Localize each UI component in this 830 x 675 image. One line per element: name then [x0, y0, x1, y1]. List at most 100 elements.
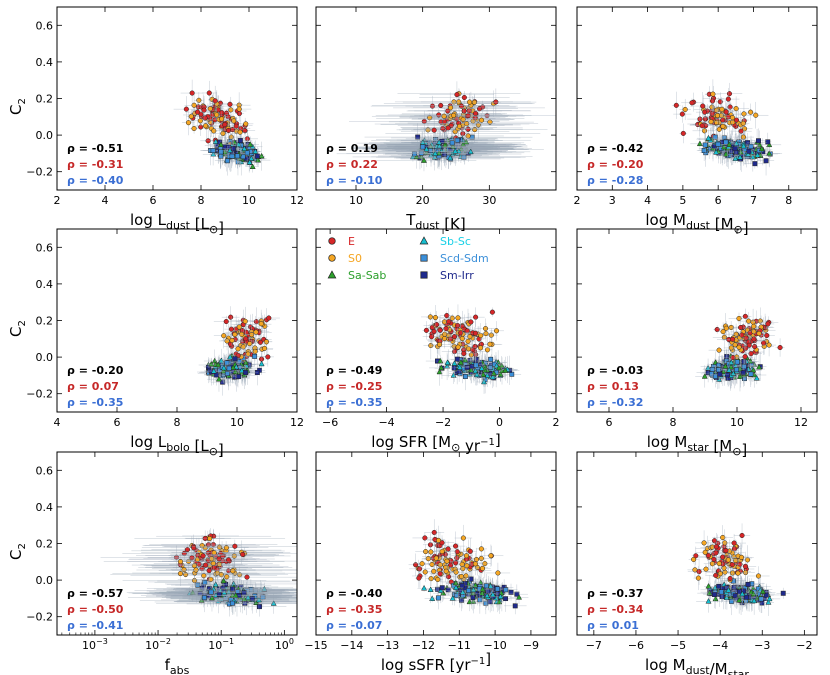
- x-tick-label: 6: [150, 194, 157, 207]
- rho-label: ρ = -0.49: [326, 364, 382, 377]
- data-point: [702, 116, 708, 122]
- data-point: [701, 373, 708, 379]
- data-point: [431, 328, 437, 334]
- data-point: [449, 140, 455, 146]
- data-points: [336, 81, 556, 172]
- data-point: [446, 319, 452, 325]
- data-point: [436, 368, 443, 375]
- x-tick-label: 5: [679, 194, 686, 207]
- rho-label: ρ = -0.35: [67, 396, 123, 409]
- x-tick-label: 4: [54, 416, 61, 429]
- data-point: [714, 326, 720, 333]
- data-point: [751, 323, 757, 329]
- data-point: [242, 318, 248, 324]
- data-point: [244, 150, 250, 156]
- data-point: [467, 99, 473, 105]
- data-point: [183, 106, 189, 112]
- data-point: [725, 372, 731, 378]
- data-point: [197, 118, 203, 124]
- panel-5: −6 −4 −2 0 2 log SFR [M⊙ yr−1] ρ = -0.49 ρ = -0…: [315, 228, 560, 455]
- data-point: [756, 330, 762, 337]
- data-point: [248, 155, 255, 161]
- panel-3: 2 3 4 5 6 7 8 log Mdust [M⊙] ρ = -0.42 ρ = -0.20 ρ…: [574, 6, 818, 237]
- x-tick-label: 30: [482, 194, 496, 207]
- rho-label: ρ = -0.42: [587, 142, 643, 155]
- data-point: [201, 107, 207, 113]
- data-point: [719, 106, 725, 112]
- x-tick-label: 6: [114, 416, 121, 429]
- data-point: [202, 115, 208, 121]
- data-point: [730, 336, 736, 342]
- data-point: [748, 109, 754, 115]
- data-point: [217, 141, 224, 148]
- data-points: [173, 79, 271, 176]
- data-point: [708, 119, 714, 125]
- data-point: [223, 318, 229, 325]
- data-point: [680, 130, 686, 136]
- data-point: [225, 127, 232, 134]
- data-point: [224, 158, 230, 164]
- data-point: [725, 96, 731, 102]
- y-tick-label: 0.4: [36, 56, 54, 69]
- data-point: [741, 364, 747, 370]
- x-tick-label: 4: [102, 194, 109, 207]
- data-point: [461, 108, 467, 114]
- y-axis-label: C2: [7, 320, 28, 337]
- data-point: [441, 151, 447, 157]
- data-point: [224, 360, 230, 366]
- data-point: [752, 344, 758, 350]
- data-point: [502, 367, 509, 373]
- data-point: [258, 321, 264, 327]
- data-point: [261, 345, 268, 351]
- x-axis-label: log Mstar [M⊙]: [647, 433, 748, 459]
- x-tick-label: 10: [349, 194, 363, 207]
- y-tick-label: 0.0: [36, 129, 54, 142]
- data-point: [714, 113, 720, 119]
- x-tick-label: −6: [322, 416, 338, 429]
- data-point: [228, 107, 234, 113]
- data-point: [437, 327, 443, 333]
- data-point: [689, 100, 695, 106]
- data-point: [465, 126, 471, 132]
- data-point: [464, 121, 470, 127]
- data-point: [752, 161, 758, 167]
- x-axis-label: log SFR [M⊙ yr−1]: [371, 431, 500, 455]
- data-point: [732, 146, 738, 152]
- panel-6: 6 8 10 12 log Mstar [M⊙] ρ = -0.03 ρ = 0.13 ρ =…: [576, 228, 818, 459]
- data-point: [750, 366, 757, 373]
- x-tick-label: 8: [198, 194, 205, 207]
- x-tick-label: 7: [750, 194, 757, 207]
- data-point: [196, 97, 202, 103]
- x-tick-label: 8: [785, 194, 792, 207]
- rho-label: ρ = -0.51: [67, 142, 123, 155]
- data-points: [695, 307, 785, 392]
- rho-label: ρ = -0.20: [67, 364, 124, 377]
- data-point: [458, 103, 465, 109]
- data-point: [236, 106, 242, 112]
- data-point: [758, 145, 765, 152]
- data-point: [220, 364, 227, 371]
- y-tick-label: 0.4: [36, 278, 54, 291]
- data-point: [194, 109, 201, 115]
- data-point: [252, 353, 258, 359]
- data-point: [488, 356, 494, 362]
- data-point: [438, 364, 445, 371]
- data-point: [436, 139, 443, 145]
- rho-label: ρ = 0.22: [326, 158, 378, 171]
- data-point: [185, 120, 192, 126]
- data-point: [189, 90, 195, 96]
- data-point: [249, 163, 256, 169]
- rho-label: ρ = -0.28: [587, 174, 643, 187]
- data-point: [228, 326, 234, 332]
- data-point: [756, 363, 763, 370]
- data-point: [255, 156, 262, 163]
- x-tick-label: 2: [574, 194, 581, 207]
- data-point: [734, 359, 740, 365]
- data-points: [672, 79, 783, 176]
- data-point: [748, 371, 754, 377]
- data-point: [191, 102, 197, 108]
- rho-label: ρ = -0.40: [67, 174, 124, 187]
- rho-label: ρ = 0.07: [67, 380, 119, 393]
- y-axis-label: C2: [7, 98, 28, 115]
